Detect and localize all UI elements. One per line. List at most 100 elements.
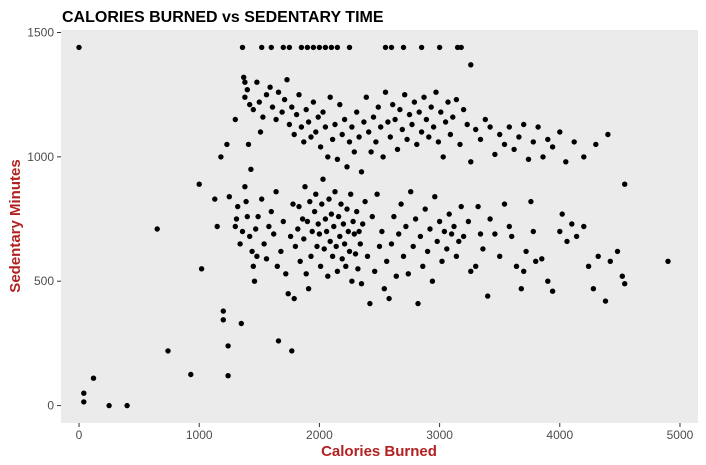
y-axis-title: Sedentary Minutes xyxy=(7,159,24,292)
data-point xyxy=(473,263,479,269)
data-point xyxy=(247,233,253,240)
data-point xyxy=(244,213,250,220)
x-axis-title: Calories Burned xyxy=(321,443,437,460)
data-point xyxy=(242,94,248,100)
data-point xyxy=(263,256,270,262)
data-point xyxy=(293,111,300,118)
data-point xyxy=(249,248,255,255)
data-point xyxy=(337,233,343,240)
data-point xyxy=(251,278,258,284)
data-point xyxy=(297,258,303,264)
data-point xyxy=(399,126,405,133)
data-point xyxy=(354,109,360,115)
data-point xyxy=(284,77,290,83)
data-point xyxy=(423,116,430,123)
data-point xyxy=(364,253,371,259)
data-point xyxy=(225,373,231,379)
data-point xyxy=(310,99,317,105)
data-point xyxy=(424,248,431,255)
data-point xyxy=(475,203,481,210)
x-tick-label: 5000 xyxy=(667,428,694,442)
data-point xyxy=(250,263,256,269)
data-point xyxy=(557,129,563,135)
data-point xyxy=(317,263,324,269)
data-point xyxy=(333,243,339,250)
x-tick-label: 1000 xyxy=(186,428,213,442)
data-point xyxy=(418,44,425,51)
data-point xyxy=(334,44,341,51)
data-point xyxy=(436,218,443,225)
data-point xyxy=(464,121,470,128)
data-point xyxy=(368,149,374,155)
data-point xyxy=(346,248,353,255)
data-point xyxy=(355,266,361,272)
data-point xyxy=(361,119,367,125)
data-point xyxy=(273,189,279,195)
data-point xyxy=(220,317,226,323)
data-point xyxy=(346,44,353,51)
data-point xyxy=(434,238,440,245)
data-point xyxy=(492,151,498,158)
data-points xyxy=(76,44,671,409)
data-point xyxy=(397,106,403,113)
data-point xyxy=(320,109,326,115)
data-point xyxy=(281,96,288,103)
data-point xyxy=(289,348,295,354)
data-point xyxy=(416,109,422,115)
data-point xyxy=(325,154,331,160)
data-point xyxy=(447,131,454,138)
data-point xyxy=(268,44,274,51)
data-point xyxy=(501,141,508,148)
data-point xyxy=(354,208,360,215)
data-point xyxy=(315,221,321,227)
data-point xyxy=(468,159,474,165)
data-point xyxy=(513,263,520,269)
data-point xyxy=(329,253,336,259)
data-point xyxy=(165,348,171,354)
data-point xyxy=(331,223,337,230)
data-point xyxy=(549,288,556,294)
data-point xyxy=(339,131,345,138)
data-point xyxy=(487,124,493,130)
data-point xyxy=(426,134,432,140)
data-point xyxy=(378,124,384,130)
data-point xyxy=(81,399,87,405)
data-point xyxy=(420,263,426,269)
data-point xyxy=(414,141,420,148)
data-point xyxy=(267,84,273,90)
data-point xyxy=(343,263,349,269)
data-point xyxy=(559,211,565,217)
data-point xyxy=(235,203,241,210)
data-point xyxy=(220,308,226,314)
data-point xyxy=(266,223,272,230)
data-point xyxy=(595,253,601,259)
data-point xyxy=(296,203,302,210)
data-point xyxy=(319,201,325,207)
data-point xyxy=(518,286,524,292)
data-point xyxy=(298,44,305,51)
data-point xyxy=(614,248,621,255)
data-point xyxy=(248,166,254,172)
data-point xyxy=(356,228,362,235)
data-point xyxy=(398,201,404,207)
data-point xyxy=(259,196,265,202)
data-point xyxy=(326,196,332,202)
data-point xyxy=(257,129,264,135)
data-point xyxy=(344,164,350,170)
data-point xyxy=(427,226,433,232)
data-point xyxy=(314,243,320,250)
data-point xyxy=(563,159,569,165)
data-point xyxy=(569,221,575,227)
data-point xyxy=(275,89,282,95)
data-point xyxy=(435,139,442,145)
data-point xyxy=(255,213,261,220)
data-point xyxy=(356,134,362,140)
data-point xyxy=(619,273,625,279)
data-point xyxy=(260,114,266,120)
data-point xyxy=(238,320,244,327)
data-point xyxy=(444,246,450,252)
data-point xyxy=(404,136,410,143)
data-point xyxy=(393,273,399,279)
data-point xyxy=(390,101,396,108)
data-point xyxy=(316,231,323,237)
